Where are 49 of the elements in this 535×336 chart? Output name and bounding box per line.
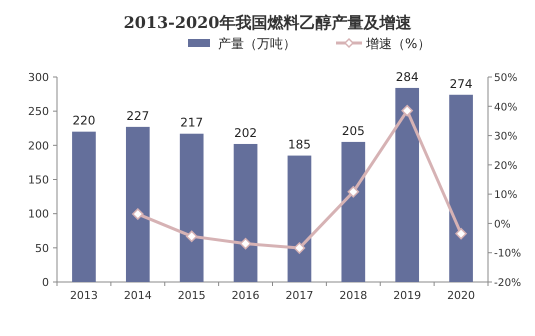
legend-label: 增速（%） bbox=[365, 37, 430, 52]
x-tick-label: 2016 bbox=[232, 289, 260, 302]
x-tick-label: 2017 bbox=[285, 289, 314, 302]
x-tick-label: 2019 bbox=[393, 289, 422, 302]
y2-tick-label: 0% bbox=[494, 218, 511, 230]
y2-tick-label: 30% bbox=[494, 130, 518, 143]
data-label: 205 bbox=[342, 124, 365, 138]
x-tick-label: 2018 bbox=[339, 289, 368, 302]
data-label: 185 bbox=[288, 138, 311, 152]
y2-tick-label: 40% bbox=[494, 101, 518, 114]
bar bbox=[234, 144, 258, 282]
y-tick-label: 250 bbox=[28, 105, 49, 118]
y2-tick-label: 10% bbox=[494, 189, 518, 202]
y-tick-label: 300 bbox=[28, 71, 49, 84]
y-tick-label: 200 bbox=[28, 139, 49, 152]
chart-title: 2013-2020年我国燃料乙醇产量及增速 bbox=[124, 13, 412, 32]
y2-tick-label: -20% bbox=[494, 277, 522, 289]
bar bbox=[126, 126, 150, 282]
data-label: 274 bbox=[450, 76, 473, 91]
data-label: 284 bbox=[396, 70, 419, 84]
x-tick-label: 2020 bbox=[447, 289, 476, 302]
data-label: 220 bbox=[72, 114, 96, 128]
y-tick-label: 150 bbox=[28, 174, 49, 186]
bar bbox=[288, 156, 312, 282]
point bbox=[294, 242, 306, 254]
point bbox=[186, 230, 198, 242]
y2-tick-label: 50% bbox=[494, 72, 518, 84]
legend-label: 产量（万吨） bbox=[218, 37, 296, 52]
bar bbox=[180, 134, 204, 282]
bar bbox=[395, 88, 420, 282]
bar bbox=[449, 94, 473, 282]
data-label: 202 bbox=[234, 126, 258, 140]
bar bbox=[72, 132, 96, 282]
bar bbox=[341, 142, 366, 282]
point bbox=[132, 208, 144, 220]
data-label: 217 bbox=[180, 116, 204, 130]
data-label: 227 bbox=[126, 108, 150, 123]
x-tick-label: 2015 bbox=[178, 289, 206, 302]
y-tick-label: 0 bbox=[42, 276, 49, 289]
point bbox=[348, 186, 360, 198]
point bbox=[401, 104, 413, 116]
x-tick-label: 2014 bbox=[124, 289, 152, 302]
x-tick-label: 2013 bbox=[70, 289, 98, 302]
y-tick-label: 100 bbox=[28, 208, 49, 221]
point bbox=[240, 238, 252, 250]
y2-tick-label: -10% bbox=[494, 248, 522, 260]
y-tick-label: 50 bbox=[35, 242, 49, 255]
point bbox=[455, 228, 467, 240]
y2-tick-label: 20% bbox=[494, 160, 518, 172]
